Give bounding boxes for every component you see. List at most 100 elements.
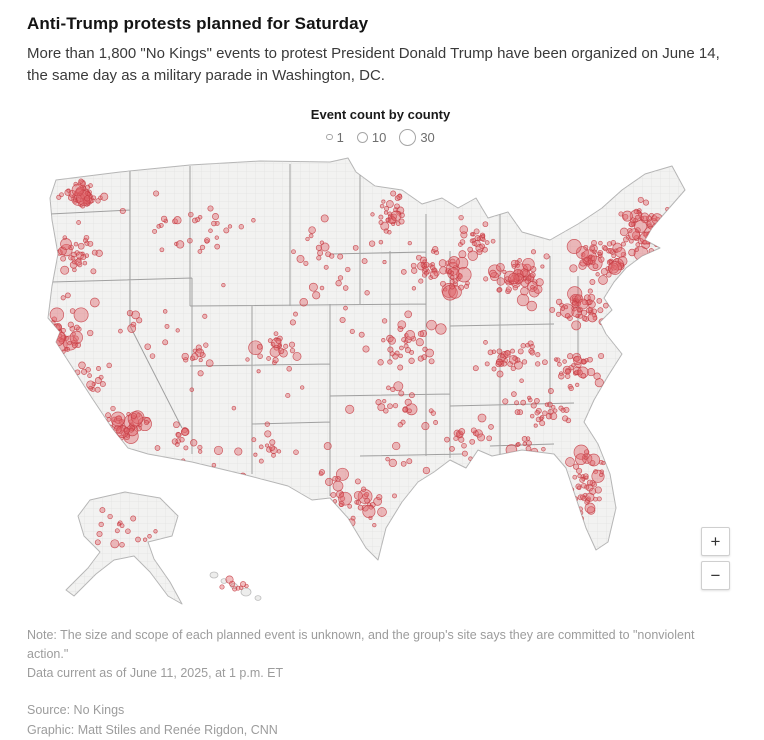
event-dot[interactable]: [305, 236, 310, 241]
event-dot[interactable]: [565, 368, 571, 374]
event-dot[interactable]: [408, 357, 415, 364]
event-dot[interactable]: [360, 486, 367, 492]
event-dot[interactable]: [96, 365, 101, 371]
event-dot[interactable]: [364, 497, 370, 503]
event-dot[interactable]: [586, 298, 593, 305]
event-dot[interactable]: [575, 361, 582, 368]
event-dot[interactable]: [458, 436, 465, 443]
event-dot[interactable]: [161, 485, 168, 492]
event-dot[interactable]: [577, 473, 582, 478]
event-dot[interactable]: [289, 318, 296, 325]
event-dot[interactable]: [232, 585, 238, 591]
event-dot[interactable]: [119, 207, 126, 214]
event-dot[interactable]: [505, 443, 518, 456]
event-dot[interactable]: [513, 272, 524, 284]
event-dot[interactable]: [583, 244, 589, 250]
event-dot[interactable]: [666, 218, 673, 225]
event-dot[interactable]: [323, 264, 329, 270]
event-dot[interactable]: [192, 217, 198, 223]
event-dot[interactable]: [381, 317, 388, 324]
event-dot[interactable]: [539, 416, 544, 421]
event-dot[interactable]: [449, 278, 455, 284]
event-dot[interactable]: [245, 356, 250, 362]
event-dot[interactable]: [88, 385, 94, 391]
event-dot[interactable]: [510, 348, 515, 354]
event-dot[interactable]: [316, 254, 322, 260]
event-dot[interactable]: [128, 427, 134, 433]
event-dot[interactable]: [110, 405, 116, 411]
event-dot[interactable]: [89, 297, 100, 307]
event-dot[interactable]: [483, 275, 489, 281]
event-dot[interactable]: [458, 427, 466, 435]
event-dot[interactable]: [272, 356, 279, 363]
event-dot[interactable]: [110, 411, 126, 426]
event-dot[interactable]: [522, 257, 535, 270]
event-dot[interactable]: [264, 420, 270, 427]
event-dot[interactable]: [471, 240, 477, 246]
event-dot[interactable]: [135, 536, 141, 542]
event-dot[interactable]: [387, 402, 393, 409]
event-dot[interactable]: [529, 271, 536, 278]
event-dot[interactable]: [127, 323, 137, 333]
event-dot[interactable]: [336, 467, 349, 481]
event-dot[interactable]: [390, 386, 396, 392]
event-dot[interactable]: [189, 386, 195, 392]
event-dot[interactable]: [60, 265, 70, 275]
event-dot[interactable]: [634, 246, 639, 252]
event-dot[interactable]: [256, 343, 263, 350]
event-dot[interactable]: [428, 357, 435, 364]
event-dot[interactable]: [383, 228, 389, 234]
event-dot[interactable]: [414, 520, 420, 526]
event-dot[interactable]: [106, 428, 114, 436]
event-dot[interactable]: [651, 416, 658, 423]
event-dot[interactable]: [123, 427, 130, 434]
event-dot[interactable]: [387, 358, 393, 365]
event-dot[interactable]: [375, 398, 382, 405]
event-dot[interactable]: [153, 189, 160, 197]
event-dot[interactable]: [606, 240, 613, 247]
event-dot[interactable]: [63, 346, 69, 351]
event-dot[interactable]: [539, 419, 546, 426]
event-dot[interactable]: [94, 376, 102, 384]
event-dot[interactable]: [72, 382, 85, 395]
event-dot[interactable]: [130, 515, 137, 521]
event-dot[interactable]: [514, 259, 520, 265]
event-dot[interactable]: [407, 240, 412, 245]
event-dot[interactable]: [410, 262, 417, 269]
event-dot[interactable]: [405, 402, 418, 415]
event-dot[interactable]: [424, 270, 429, 276]
event-dot[interactable]: [659, 221, 664, 226]
event-dot[interactable]: [164, 323, 170, 329]
event-dot[interactable]: [520, 342, 526, 348]
event-dot[interactable]: [576, 467, 583, 474]
event-dot[interactable]: [567, 285, 583, 301]
event-dot[interactable]: [158, 222, 164, 228]
event-dot[interactable]: [332, 498, 338, 503]
event-dot[interactable]: [349, 328, 355, 334]
event-dot[interactable]: [191, 352, 199, 360]
event-dot[interactable]: [618, 491, 624, 497]
event-dot[interactable]: [179, 436, 185, 442]
event-dot[interactable]: [434, 249, 440, 255]
event-dot[interactable]: [197, 369, 204, 376]
event-dot[interactable]: [535, 360, 541, 367]
zoom-in-button[interactable]: +: [701, 526, 730, 556]
event-dot[interactable]: [587, 453, 601, 466]
event-dot[interactable]: [402, 406, 408, 413]
event-dot[interactable]: [355, 499, 361, 505]
event-dot[interactable]: [152, 228, 158, 234]
event-dot[interactable]: [635, 241, 641, 247]
event-dot[interactable]: [557, 361, 562, 367]
event-dot[interactable]: [198, 448, 203, 454]
event-dot[interactable]: [652, 235, 660, 243]
event-dot[interactable]: [325, 250, 331, 257]
event-dot[interactable]: [568, 385, 574, 391]
event-dot[interactable]: [404, 398, 412, 406]
event-dot[interactable]: [205, 358, 214, 367]
event-dot[interactable]: [91, 194, 97, 200]
event-dot[interactable]: [663, 234, 669, 241]
event-dot[interactable]: [87, 240, 94, 247]
event-dot[interactable]: [560, 407, 566, 413]
event-dot[interactable]: [649, 232, 658, 241]
event-dot[interactable]: [407, 407, 412, 413]
